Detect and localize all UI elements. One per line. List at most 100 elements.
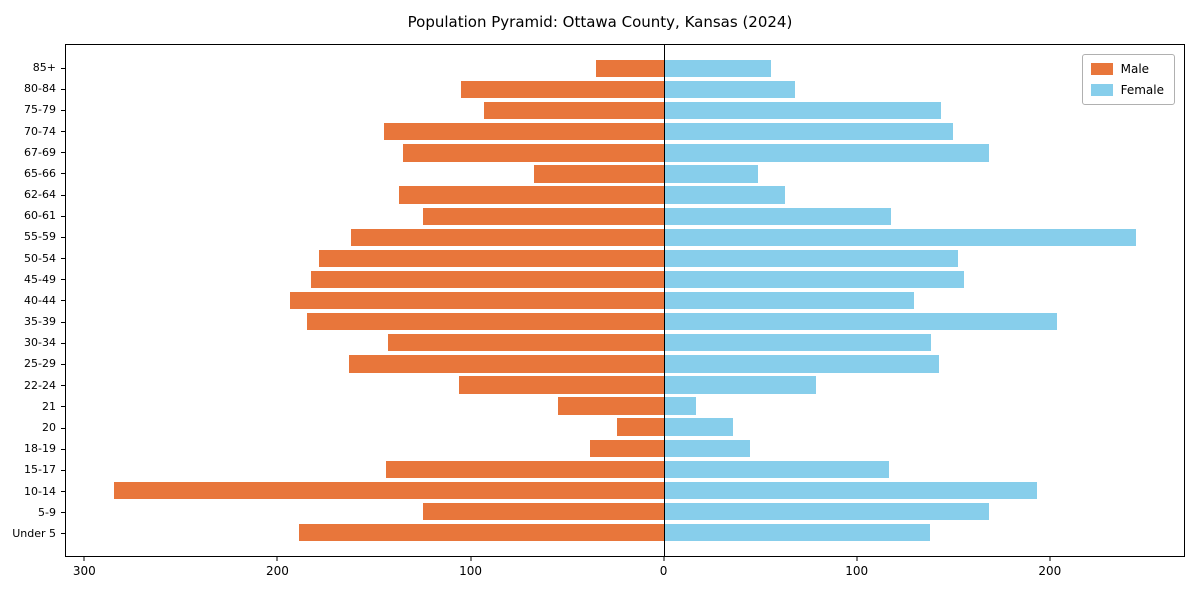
female-bar [663,481,1038,500]
bar-row-67-69 [66,142,1184,163]
female-bar [663,228,1136,246]
y-tick-label: 5-9 [0,502,65,523]
bar-row-21 [66,396,1184,417]
male-bar [310,270,664,289]
x-tick-label: 100 [459,564,482,578]
female-bar [663,313,1057,331]
y-tick-label: 40-44 [0,290,65,311]
bar-row-25-29 [66,353,1184,374]
y-tick-label: 20 [0,417,65,438]
female-bar [663,59,772,78]
female-bar [663,355,940,373]
x-tick-mark [276,557,278,561]
bar-row-5-9 [66,501,1184,522]
bar-row-60-61 [66,206,1184,227]
male-bar [461,80,664,99]
male-bar [534,165,664,183]
female-bar [663,207,891,225]
female-bar [663,523,930,542]
x-tick-mark [856,557,858,561]
y-tick-label: 60-61 [0,205,65,226]
y-tick-label: 18-19 [0,438,65,459]
male-bar [422,502,664,521]
female-bar [663,502,990,521]
male-bar [557,397,664,415]
y-axis-labels: 85+ 80-84 75-79 70-74 67-69 65-66 62-64 60-61 55… [0,44,65,557]
male-bar [617,418,664,436]
legend-label: Female [1120,83,1164,97]
bar-row-10-14 [66,480,1184,501]
y-tick-label: 21 [0,396,65,417]
y-tick-label: 75-79 [0,99,65,120]
chart-title: Population Pyramid: Ottawa County, Kansa… [407,13,793,31]
y-tick-label: 55-59 [0,226,65,247]
x-axis-ticks: 300 200 100 0 100 200 [65,557,1185,578]
y-tick-label: 22-24 [0,375,65,396]
bar-row-55-59 [66,227,1184,248]
female-bar [663,439,751,457]
bar-row-50-54 [66,248,1184,269]
legend-entry-female: Female [1090,83,1164,97]
bar-row-20 [66,417,1184,438]
male-bar [422,207,664,225]
x-tick-label: 100 [845,564,869,578]
bar-row-70-74 [66,121,1184,142]
female-bar [663,291,915,310]
female-bar [663,334,932,352]
x-tick-label: 200 [265,564,289,578]
female-bar [663,144,990,162]
bar-row-80-84 [66,79,1184,100]
male-bar [484,102,664,120]
female-bar [663,397,697,415]
y-tick-label: Under 5 [0,523,65,544]
female-bar [663,376,816,394]
male-bar [387,334,664,352]
female-bar [663,418,733,436]
bar-row-85+ [66,58,1184,79]
y-tick-label: 25-29 [0,353,65,374]
female-bar [663,460,890,478]
x-tick-mark [663,557,665,561]
male-bar [384,123,664,141]
bar-row-45-49 [66,269,1184,290]
bar-row-30-34 [66,332,1184,353]
male-bar [459,376,664,394]
y-tick-label: 10-14 [0,480,65,501]
female-bar [663,165,758,183]
x-tick-label: 300 [72,564,96,578]
y-tick-label: 85+ [0,57,65,78]
male-bar [349,355,664,373]
y-tick-label: 80-84 [0,78,65,99]
y-tick-label: 67-69 [0,142,65,163]
y-tick-label: 30-34 [0,332,65,353]
legend-entry-male: Male [1090,62,1164,76]
female-bar [663,80,795,99]
y-tick-label: 45-49 [0,269,65,290]
male-bar [114,481,664,500]
bar-row-62-64 [66,185,1184,206]
x-tick-label: 200 [1038,564,1062,578]
female-bar [663,270,965,289]
bar-row-35-39 [66,311,1184,332]
male-bar [590,439,664,457]
zero-axis-line [663,45,665,556]
bar-row-18-19 [66,438,1184,459]
y-tick-label: 62-64 [0,184,65,205]
male-bar [351,228,664,246]
x-tick-mark [1049,557,1051,561]
bars-container [66,45,1184,556]
y-tick-label: 15-17 [0,459,65,480]
legend-swatch-icon [1090,84,1113,96]
male-bar [306,313,664,331]
x-tick-label: 0 [659,564,668,578]
male-bar [399,186,664,204]
y-tick-label: 35-39 [0,311,65,332]
bar-row-65-66 [66,163,1184,184]
y-tick-label: 70-74 [0,121,65,142]
male-bar [289,291,664,310]
female-bar [663,186,785,204]
plot-area: Male Female [65,44,1185,557]
male-bar [318,249,664,268]
x-tick-mark [83,557,85,561]
